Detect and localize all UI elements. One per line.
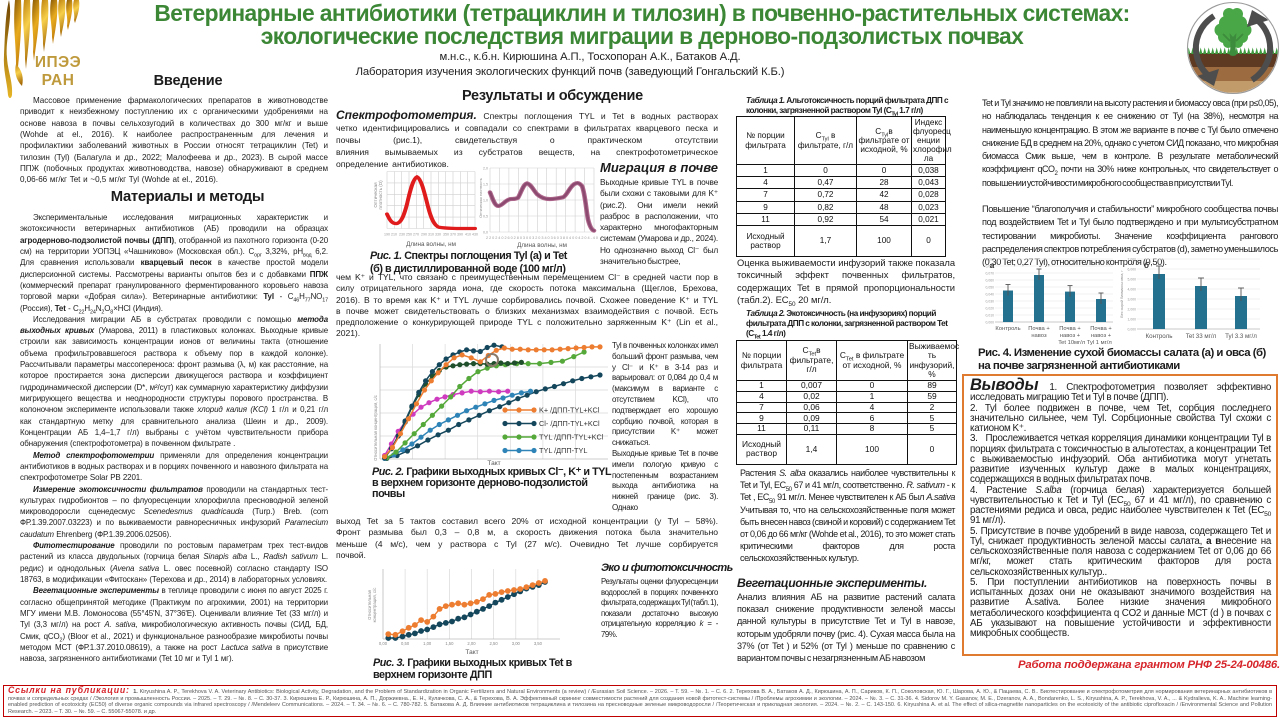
svg-text:220240260280300320340360380400: 2202402602803003203403603804004204-40 bbox=[486, 236, 598, 240]
svg-text:Такт: Такт bbox=[487, 460, 500, 466]
svg-text:3,50: 3,50 bbox=[534, 641, 543, 646]
svg-text:Tet 10мг/л Tyl 1 мг/л: Tet 10мг/л Tyl 1 мг/л bbox=[1058, 340, 1111, 346]
svg-text:0,50: 0,50 bbox=[401, 641, 410, 646]
svg-text:0,000: 0,000 bbox=[1128, 327, 1137, 331]
svg-text:Оптическая плотность: Оптическая плотность bbox=[479, 178, 483, 218]
svg-text:2,0: 2,0 bbox=[483, 167, 488, 171]
svg-text:РАН: РАН bbox=[42, 72, 75, 89]
svg-text:Почва +: Почва + bbox=[1059, 326, 1081, 332]
svg-text:Контроль: Контроль bbox=[1146, 333, 1173, 340]
svg-text:Относительная: Относительная bbox=[367, 590, 372, 620]
svg-text:230: 230 bbox=[399, 233, 405, 237]
svg-text:410: 410 bbox=[465, 233, 471, 237]
svg-text:0,030: 0,030 bbox=[986, 299, 995, 303]
svg-text:1,5: 1,5 bbox=[483, 183, 488, 187]
svg-text:Вес сырой биомассы овса, г: Вес сырой биомассы овса, г bbox=[1120, 270, 1124, 318]
svg-text:концентрация, с/с: концентрация, с/с bbox=[372, 588, 377, 623]
svg-text:1,000: 1,000 bbox=[1128, 317, 1137, 321]
svg-text:б: б bbox=[1144, 261, 1150, 270]
svg-text:430: 430 bbox=[472, 233, 478, 237]
svg-text:1,0: 1,0 bbox=[483, 199, 488, 203]
svg-text:ИПЭЭ: ИПЭЭ bbox=[35, 54, 81, 71]
svg-text:Контроль: Контроль bbox=[995, 326, 1020, 332]
svg-text:0,5: 0,5 bbox=[483, 215, 488, 219]
svg-text:370: 370 bbox=[450, 233, 456, 237]
svg-text:навоз +: навоз + bbox=[1060, 333, 1081, 339]
svg-text:а: а bbox=[990, 261, 995, 270]
svg-text:навоз: навоз bbox=[1031, 333, 1047, 339]
svg-text:плотность (D): плотность (D) bbox=[378, 180, 383, 210]
svg-text:Tyl 3.3 мг/л: Tyl 3.3 мг/л bbox=[1225, 333, 1257, 340]
svg-text:0,080: 0,080 bbox=[986, 264, 995, 268]
svg-text:310: 310 bbox=[428, 233, 434, 237]
svg-text:330: 330 bbox=[435, 233, 441, 237]
svg-text:0,060: 0,060 bbox=[986, 278, 995, 282]
svg-text:K+ /ДПП-TYL+KCl: K+ /ДПП-TYL+KCl bbox=[539, 406, 600, 415]
svg-text:Cl- /ДПП-TYL+KCl: Cl- /ДПП-TYL+KCl bbox=[539, 419, 600, 428]
svg-text:Почва +: Почва + bbox=[1028, 326, 1050, 332]
svg-text:6,000: 6,000 bbox=[1128, 267, 1137, 271]
svg-text:0,00: 0,00 bbox=[379, 641, 388, 646]
svg-text:0,050: 0,050 bbox=[986, 285, 995, 289]
svg-text:2,50: 2,50 bbox=[490, 641, 499, 646]
svg-text:Оптическая: Оптическая bbox=[373, 182, 378, 208]
svg-text:0,010: 0,010 bbox=[986, 313, 995, 317]
svg-text:0,090: 0,090 bbox=[986, 257, 995, 261]
svg-text:0,040: 0,040 bbox=[986, 292, 995, 296]
svg-text:0,070: 0,070 bbox=[986, 271, 995, 275]
svg-text:навоз +: навоз + bbox=[1091, 333, 1112, 339]
svg-text:210: 210 bbox=[391, 233, 397, 237]
svg-text:290: 290 bbox=[421, 233, 427, 237]
svg-text:2,000: 2,000 bbox=[1128, 307, 1137, 311]
svg-text:0,000: 0,000 bbox=[986, 320, 995, 324]
svg-text:250: 250 bbox=[406, 233, 412, 237]
svg-text:TYL /ДПП-TYL+KCl: TYL /ДПП-TYL+KCl bbox=[539, 433, 604, 442]
svg-text:Относительная концентрация, с/: Относительная концентрация, с/с bbox=[373, 395, 378, 461]
svg-text:0,020: 0,020 bbox=[986, 306, 995, 310]
svg-text:1,00: 1,00 bbox=[423, 641, 432, 646]
svg-text:Длина волны, нм: Длина волны, нм bbox=[517, 242, 567, 249]
svg-text:TYL /ДПП-TYL: TYL /ДПП-TYL bbox=[539, 446, 587, 455]
svg-text:3,00: 3,00 bbox=[512, 641, 521, 646]
svg-text:Длина волны, нм: Длина волны, нм bbox=[406, 241, 456, 248]
svg-text:190: 190 bbox=[384, 233, 390, 237]
svg-text:1,50: 1,50 bbox=[445, 641, 454, 646]
svg-text:7,000: 7,000 bbox=[1128, 257, 1137, 261]
svg-text:3,000: 3,000 bbox=[1128, 297, 1137, 301]
svg-text:270: 270 bbox=[413, 233, 419, 237]
svg-text:5,000: 5,000 bbox=[1128, 277, 1137, 281]
svg-text:350: 350 bbox=[443, 233, 449, 237]
svg-text:0,0: 0,0 bbox=[483, 231, 488, 235]
svg-text:Такт: Такт bbox=[465, 649, 478, 656]
svg-text:390: 390 bbox=[457, 233, 463, 237]
svg-text:2,00: 2,00 bbox=[467, 641, 476, 646]
svg-text:Tet 33 мг/л: Tet 33 мг/л bbox=[1186, 333, 1217, 340]
svg-text:4,000: 4,000 bbox=[1128, 287, 1137, 291]
svg-text:Почва +: Почва + bbox=[1090, 326, 1112, 332]
